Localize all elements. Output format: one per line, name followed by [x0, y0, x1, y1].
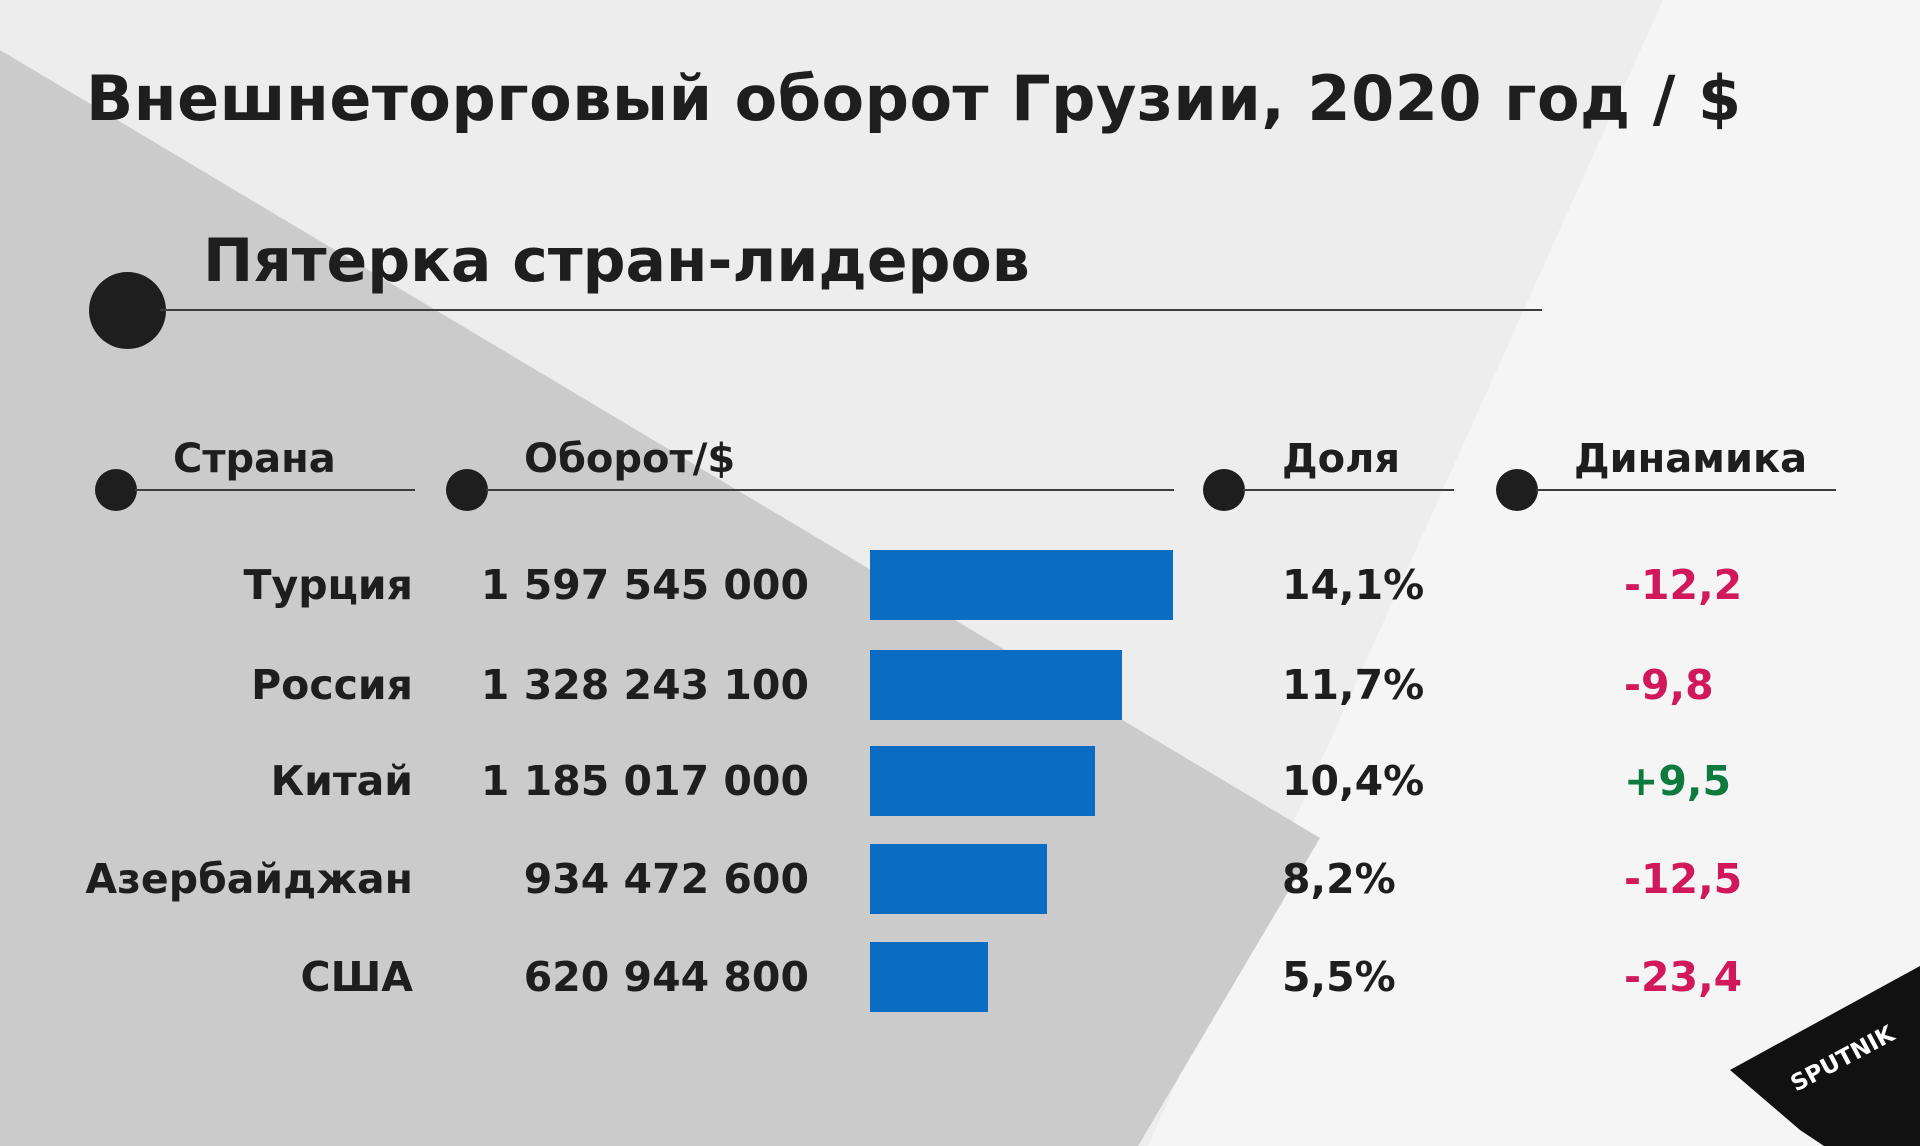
- sputnik-logo: SPUTNIK: [1730, 966, 1920, 1146]
- dynamics-value: -12,5: [1624, 855, 1743, 903]
- col-header-dynamics: Динамика: [1574, 436, 1808, 482]
- share-value: 5,5%: [1282, 953, 1396, 1001]
- col-dynamics-rule: [1536, 489, 1836, 491]
- turnover-value: 934 472 600: [523, 855, 809, 903]
- col-share-rule: [1243, 489, 1454, 491]
- table-row: США 620 944 800 5,5% -23,4: [0, 942, 1920, 1012]
- country-label: США: [300, 953, 413, 1001]
- turnover-value: 1 185 017 000: [480, 757, 809, 805]
- share-value: 14,1%: [1282, 561, 1425, 609]
- col-country-bullet: [95, 469, 137, 511]
- col-turnover-rule: [486, 489, 1174, 491]
- table-row: Турция 1 597 545 000 14,1% -12,2: [0, 550, 1920, 620]
- col-dynamics-bullet: [1496, 469, 1538, 511]
- turnover-value: 1 597 545 000: [480, 561, 809, 609]
- country-label: Китай: [270, 757, 413, 805]
- share-value: 11,7%: [1282, 661, 1425, 709]
- table-row: Россия 1 328 243 100 11,7% -9,8: [0, 650, 1920, 720]
- subtitle-rule: [160, 309, 1542, 311]
- chart-title: Внешнеторговый оборот Грузии, 2020 год /…: [86, 62, 1742, 135]
- turnover-value: 620 944 800: [523, 953, 809, 1001]
- col-country-rule: [135, 489, 415, 491]
- col-share-bullet: [1203, 469, 1245, 511]
- chart-subtitle: Пятерка стран-лидеров: [203, 226, 1030, 296]
- share-value: 8,2%: [1282, 855, 1396, 903]
- turnover-bar: [870, 942, 988, 1012]
- dynamics-value: -12,2: [1624, 561, 1743, 609]
- dynamics-value: -9,8: [1624, 661, 1714, 709]
- col-turnover-bullet: [446, 469, 488, 511]
- turnover-value: 1 328 243 100: [480, 661, 809, 709]
- table-row: Китай 1 185 017 000 10,4% +9,5: [0, 746, 1920, 816]
- country-label: Россия: [251, 661, 413, 709]
- turnover-bar: [870, 844, 1047, 914]
- country-label: Турция: [243, 561, 414, 609]
- subtitle-bullet: [89, 272, 166, 349]
- table-row: Азербайджан 934 472 600 8,2% -12,5: [0, 844, 1920, 914]
- turnover-bar: [870, 746, 1095, 816]
- col-header-share: Доля: [1282, 436, 1401, 482]
- dynamics-value: -23,4: [1624, 953, 1743, 1001]
- country-label: Азербайджан: [85, 855, 413, 903]
- dynamics-value: +9,5: [1624, 757, 1731, 805]
- share-value: 10,4%: [1282, 757, 1425, 805]
- turnover-bar: [870, 550, 1173, 620]
- col-header-country: Страна: [173, 436, 336, 482]
- turnover-bar: [870, 650, 1122, 720]
- col-header-turnover: Оборот/$: [524, 436, 736, 482]
